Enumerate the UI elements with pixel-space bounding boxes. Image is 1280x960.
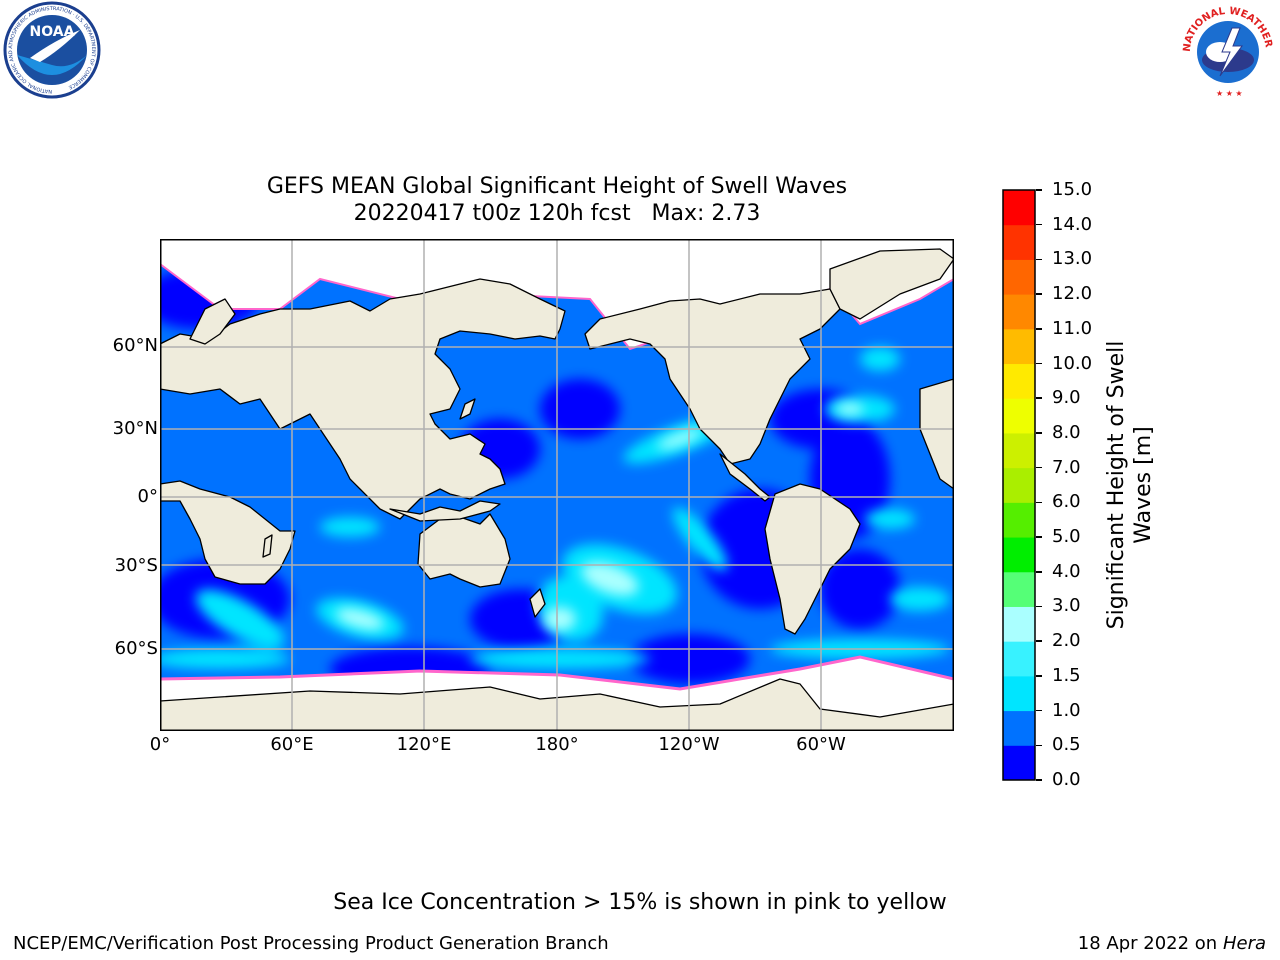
colorbar-tick-mark [1036, 223, 1042, 226]
colorbar-tick-mark [1036, 293, 1042, 295]
lat-label-30n: 30°N [112, 418, 158, 439]
colorbar-tick-mark [1036, 466, 1042, 469]
colorbar-tick-label: 1.0 [1052, 699, 1081, 721]
colorbar [1002, 189, 1036, 781]
colorbar-segment [1003, 190, 1035, 226]
colorbar-segment [1003, 675, 1035, 712]
noaa-logo: NOAA NATIONAL OCEANIC AND ATMOSPHERIC AD… [3, 1, 101, 99]
noaa-wordmark: NOAA [30, 24, 75, 40]
colorbar-tick-mark [1036, 744, 1042, 747]
indonesia-land [389, 500, 501, 522]
colorbar-tick-mark [1036, 571, 1042, 573]
colorbar-segment [1003, 224, 1035, 260]
lon-label-120e: 120°E [396, 734, 452, 755]
colorbar-segment [1003, 537, 1035, 573]
svg-text:★ ★ ★: ★ ★ ★ [1216, 89, 1243, 98]
map-subtitle: 20220417 t00z 120h fcst Max: 2.73 [353, 201, 761, 226]
colorbar-segment [1003, 259, 1035, 295]
colorbar-tick-mark [1036, 605, 1042, 608]
japan-land [459, 398, 476, 420]
colorbar-tick-mark [1036, 501, 1042, 504]
colorbar-tick-label: 15.0 [1052, 179, 1093, 200]
run-date: 18 Apr 2022 on [1077, 933, 1218, 954]
lat-label-60n: 60°N [112, 335, 158, 356]
colorbar-segment [1003, 745, 1035, 781]
colorbar-label: Significant Height of Swell Waves [m] [1104, 340, 1156, 630]
colorbar-tick-label: 8.0 [1052, 421, 1081, 443]
colorbar-tick-label: 10.0 [1052, 352, 1093, 374]
colorbar-tick-mark [1036, 536, 1042, 538]
eurasia-land [160, 278, 566, 520]
colorbar-segment [1003, 606, 1035, 642]
colorbar-tick-label: 6.0 [1052, 491, 1081, 513]
lon-label-180: 180° [535, 734, 579, 755]
colorbar-segment [1003, 641, 1035, 677]
lon-label-60e: 60°E [270, 734, 314, 755]
madagascar-land [262, 534, 273, 558]
lon-label-0: 0° [149, 734, 171, 755]
colorbar-segment [1003, 328, 1035, 365]
colorbar-tick-label: 2.0 [1052, 630, 1081, 652]
lon-label-60w: 60°W [796, 734, 846, 755]
nws-logo: NATIONAL WEATHER SERVICE ★ ★ ★ [1176, 0, 1274, 98]
new-zealand-land [529, 588, 546, 618]
greenland-land [829, 248, 954, 320]
high-swell-cores [335, 403, 864, 631]
colorbar-tick-label: 0.0 [1052, 769, 1081, 790]
map-title: GEFS MEAN Global Significant Height of S… [266, 174, 848, 199]
colorbar-tick-mark [1036, 432, 1042, 434]
colorbar-tick-mark [1036, 640, 1042, 642]
colorbar-tick-mark [1036, 362, 1042, 365]
run-host: Hera [1222, 933, 1266, 954]
central-america-land [719, 453, 771, 502]
colorbar-segment [1003, 467, 1035, 503]
colorbar-segment [1003, 571, 1035, 607]
colorbar-tick-mark [1036, 189, 1042, 191]
colorbar-tick-label: 9.0 [1052, 387, 1081, 409]
colorbar-segment [1003, 398, 1035, 434]
colorbar-segment [1003, 432, 1035, 469]
colorbar-tick-label: 4.0 [1052, 560, 1081, 582]
colorbar-tick-label: 11.0 [1052, 317, 1093, 339]
colorbar-tick-label: 12.0 [1052, 283, 1093, 305]
south-america-land [764, 483, 861, 635]
colorbar-tick-mark [1036, 675, 1042, 677]
north-america-land [584, 288, 841, 465]
lat-label-60s: 60°S [114, 638, 158, 659]
sea-ice-note: Sea Ice Concentration > 15% is shown in … [333, 890, 947, 915]
scandinavia-land [189, 298, 236, 345]
colorbar-tick-label: 1.5 [1052, 664, 1081, 686]
colorbar-tick-label: 13.0 [1052, 248, 1093, 270]
colorbar-tick-label: 14.0 [1052, 213, 1093, 235]
credit-line: NCEP/EMC/Verification Post Processing Pr… [13, 933, 609, 954]
australia-land [417, 513, 511, 588]
colorbar-segment [1003, 502, 1035, 538]
colorbar-tick-mark [1036, 709, 1042, 712]
colorbar-segment [1003, 294, 1035, 330]
colorbar-segment [1003, 710, 1035, 746]
swell-height-map [160, 239, 954, 731]
run-stamp: 18 Apr 2022 on Hera [1078, 933, 1266, 954]
lat-label-30s: 30°S [114, 555, 158, 576]
colorbar-tick-label: 5.0 [1052, 526, 1081, 548]
colorbar-tick-label: 3.0 [1052, 595, 1081, 617]
lat-label-eq: 0° [137, 486, 158, 507]
colorbar-tick-mark [1036, 328, 1042, 330]
colorbar-tick-label: 0.5 [1052, 734, 1081, 756]
lon-label-120w: 120°W [658, 734, 720, 755]
colorbar-segment [1003, 363, 1035, 399]
graticule [160, 239, 954, 731]
colorbar-tick-mark [1036, 779, 1042, 781]
colorbar-tick-mark [1036, 397, 1042, 399]
colorbar-tick-mark [1036, 258, 1042, 261]
colorbar-tick-label: 7.0 [1052, 456, 1081, 478]
